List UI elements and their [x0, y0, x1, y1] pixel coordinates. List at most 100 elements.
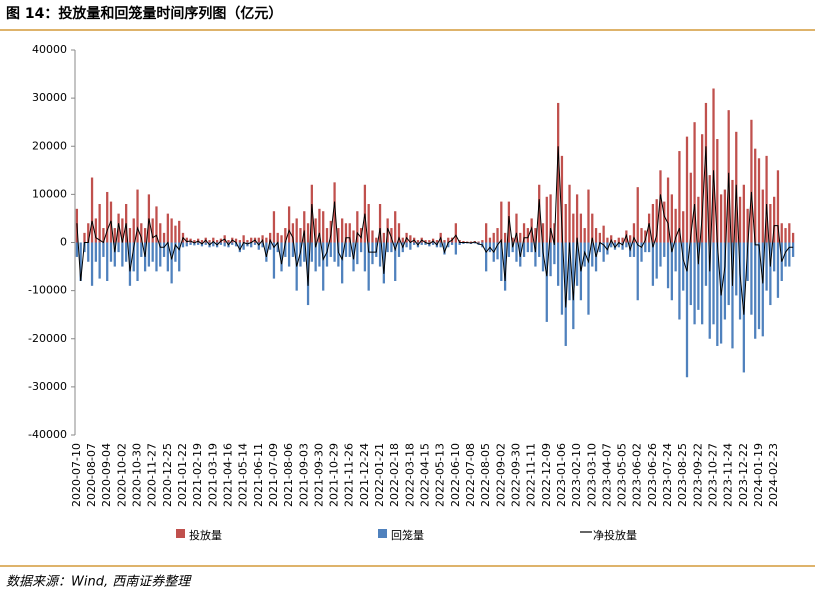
bar: [117, 213, 120, 243]
bar: [522, 242, 526, 257]
bar: [193, 240, 196, 243]
bar: [780, 223, 783, 243]
bar: [598, 242, 601, 253]
bar: [689, 172, 692, 243]
bar: [189, 242, 192, 245]
bar: [579, 213, 583, 243]
y-tick-label: -40000: [28, 428, 67, 441]
bar: [515, 242, 518, 262]
bar: [276, 242, 279, 253]
x-tick-label: 2022-04-15: [419, 443, 432, 507]
bar: [678, 151, 681, 243]
bar: [655, 199, 658, 243]
bar: [231, 242, 234, 245]
bar: [185, 242, 188, 247]
bar: [356, 211, 359, 243]
bar: [553, 242, 556, 265]
x-tick-label: 2023-08-25: [676, 443, 689, 507]
bar: [723, 242, 727, 320]
bar: [488, 237, 492, 243]
bar: [151, 242, 154, 262]
legend-label: 回笼量: [391, 528, 424, 542]
bar: [496, 242, 499, 260]
bar: [75, 242, 79, 257]
bar: [738, 242, 742, 320]
bar: [109, 242, 113, 262]
bar: [731, 242, 734, 349]
bar: [742, 184, 745, 243]
bar: [341, 218, 344, 243]
bar: [394, 242, 397, 281]
bar: [87, 223, 90, 243]
legend-label: 投放量: [189, 528, 222, 542]
bar: [651, 242, 655, 286]
bar: [454, 223, 457, 243]
bar: [697, 196, 700, 243]
bar: [754, 242, 757, 339]
bar: [284, 242, 287, 257]
bar: [253, 242, 257, 245]
bar: [568, 184, 571, 243]
bar: [280, 235, 283, 243]
bar: [534, 228, 537, 243]
bar: [572, 213, 575, 243]
bar: [712, 88, 715, 243]
bar: [632, 242, 636, 257]
bar: [473, 242, 476, 244]
bar: [503, 232, 507, 243]
x-tick-label: 2021-10-29: [328, 443, 341, 507]
bar: [500, 242, 503, 281]
bar: [496, 228, 499, 243]
bar: [136, 189, 139, 243]
bar: [492, 232, 495, 243]
bar: [269, 242, 272, 250]
x-tick-label: 2021-04-16: [221, 443, 234, 507]
bar: [265, 237, 268, 243]
bar: [284, 228, 287, 243]
y-tick-label: -10000: [28, 284, 67, 297]
bar: [572, 242, 575, 330]
bar: [594, 228, 598, 243]
bar: [272, 242, 276, 279]
x-tick-label: 2022-06-10: [449, 443, 462, 507]
bar: [136, 242, 139, 281]
bar: [746, 242, 749, 281]
bar: [485, 242, 488, 272]
x-tick-label: 2022-12-09: [540, 443, 553, 507]
x-tick-label: 2020-09-04: [100, 443, 113, 507]
bar: [291, 223, 295, 243]
bar: [788, 223, 791, 243]
x-tick-label: 2020-10-02: [115, 443, 128, 507]
legend-label: 净投放量: [593, 528, 637, 542]
bar: [655, 242, 658, 279]
bar: [291, 242, 295, 257]
bar: [644, 242, 647, 253]
bar: [640, 228, 643, 243]
bar: [261, 242, 264, 248]
bar: [716, 242, 719, 346]
bar: [204, 242, 207, 245]
bar: [106, 242, 109, 281]
bar: [401, 237, 404, 243]
bar: [704, 242, 708, 286]
bar: [663, 201, 666, 243]
bar: [113, 242, 116, 267]
bar: [333, 182, 336, 243]
x-tick-label: 2022-03-18: [403, 443, 416, 507]
bar: [666, 242, 670, 289]
bar: [367, 204, 370, 243]
bar: [250, 242, 253, 248]
bar: [693, 242, 696, 325]
bar: [242, 235, 245, 243]
bar: [757, 242, 761, 330]
bar: [98, 242, 101, 279]
bar: [132, 242, 135, 272]
y-tick-label: 20000: [32, 139, 67, 152]
x-tick-label: 2021-01-22: [176, 443, 189, 507]
bar: [397, 223, 401, 243]
bar: [746, 208, 749, 243]
x-tick-label: 2023-02-10: [570, 443, 583, 507]
x-tick-label: 2020-07-10: [70, 443, 83, 507]
bar: [155, 206, 158, 243]
bar: [515, 213, 518, 243]
